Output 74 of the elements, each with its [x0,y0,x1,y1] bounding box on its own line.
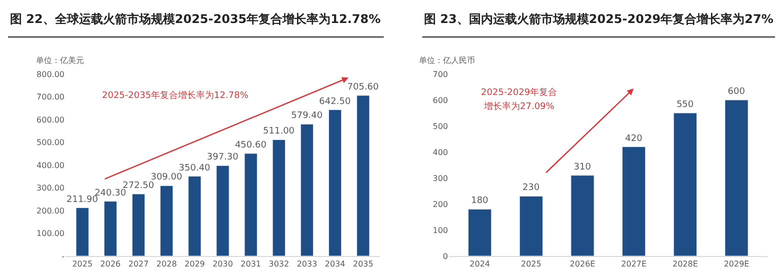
bar [519,196,543,256]
chart-title: 图 22、全球运载火箭市场规模2025-2035年复合增长率为12.78% [10,12,381,26]
y-tick-label: 700 [432,70,448,79]
bar [468,208,492,256]
y-tick-label: - [62,252,65,261]
bar [622,146,646,256]
data-label: 642.50 [319,96,351,107]
x-tick-label: 2029E [724,260,750,269]
chart-title: 图 23、国内运载火箭市场规模2025-2029年复合增长率为27% [424,12,774,26]
x-tick-label: 2026E [570,260,596,269]
x-tick-label: 2031 [240,260,262,269]
data-label: 310 [574,162,592,172]
x-tick-label: 2026 [100,260,121,269]
y-tick-label: 200 [432,200,448,209]
x-tick-label: 2027E [621,260,647,269]
bar [216,165,230,256]
annotation: 2025-2029年复合 [481,87,558,98]
bar [76,208,89,256]
bar [356,95,370,256]
data-label: 600 [728,86,746,97]
y-tick-label: 300.00 [36,184,65,193]
y-tick-label: 600.00 [36,115,65,124]
x-tick-label: 2025 [72,260,93,269]
bar [272,139,286,256]
data-label: 511.00 [263,126,295,137]
x-tick-label: 2034 [324,260,346,269]
y-tick-label: 400.00 [36,160,65,170]
y-tick-label: 500 [432,122,448,131]
x-tick-label: 2030 [212,260,233,269]
bar [300,124,314,256]
bar [673,112,697,256]
data-label: 420 [625,134,643,144]
y-tick-label: 100 [432,226,448,235]
data-label: 309.00 [150,172,182,183]
y-tick-label: 600 [432,96,448,105]
data-label: 397.30 [206,152,239,163]
data-label: 230 [522,183,540,194]
y-tick-label: 500.00 [36,138,65,148]
x-tick-label: 2033 [296,260,318,269]
y-tick-label: 0 [442,252,448,261]
annotation: 增长率为27.09% [483,101,555,112]
y-tick-label: 100.00 [36,229,65,238]
data-label: 180 [471,196,489,206]
bar [244,153,258,256]
annotation: 2025-2035年复合增长率为12.78% [102,90,249,101]
data-label: 272.50 [122,180,154,191]
data-label: 450.60 [234,140,267,150]
y-axis-title: 单位：亿人民币 [419,56,475,65]
y-axis-title: 单位：亿美元 [36,56,84,65]
bar [328,110,342,256]
bar [570,175,594,256]
y-tick-label: 400 [432,148,448,157]
x-tick-label: 2025 [520,260,542,269]
x-tick-label: 2024 [470,260,490,269]
bar [188,176,202,256]
y-tick-label: 300 [432,174,448,183]
x-tick-label: 2027 [128,260,149,269]
y-tick-label: 800.00 [36,70,65,79]
x-tick-label: 2035 [352,260,374,269]
y-tick-label: 200.00 [36,206,65,216]
data-label: 705.60 [347,82,380,92]
data-label: 350.40 [178,163,211,174]
x-tick-label: 2028E [672,260,698,269]
y-tick-label: 700.00 [36,92,65,102]
bar [724,100,748,256]
x-tick-label: 2029 [184,260,205,269]
x-tick-label: 3032 [268,260,290,269]
x-tick-label: 2028 [156,260,177,269]
data-label: 550 [676,100,694,110]
data-label: 579.40 [291,111,323,122]
bar [160,185,174,256]
bar [132,194,146,256]
bar [104,201,118,256]
data-label: 211.90 [66,194,98,205]
